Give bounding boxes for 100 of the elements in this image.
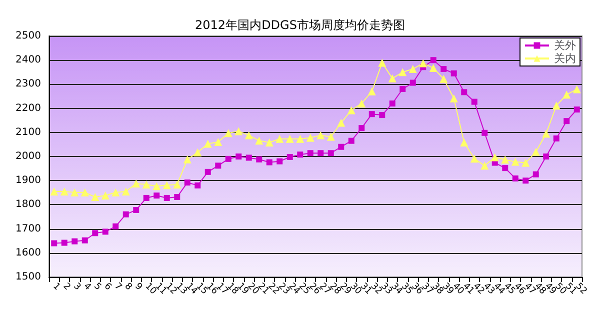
point — [440, 66, 447, 72]
point — [225, 156, 232, 162]
point — [460, 138, 468, 147]
point — [184, 180, 190, 186]
point — [358, 125, 365, 132]
point — [101, 192, 110, 200]
point — [51, 240, 58, 246]
point — [214, 138, 222, 146]
point — [572, 85, 581, 94]
legend-label: 关内 — [554, 52, 576, 65]
y-tick-label: 2400 — [16, 54, 41, 66]
point — [70, 188, 79, 196]
y-tick-label: 1900 — [16, 175, 41, 186]
point — [266, 159, 272, 166]
y-tick-label: 1600 — [16, 247, 41, 258]
point — [490, 153, 499, 162]
point — [162, 181, 171, 190]
x-tick-label: 3 — [71, 281, 82, 293]
point — [152, 182, 161, 190]
y-tick-label: 2500 — [16, 30, 41, 42]
point — [450, 70, 457, 76]
point — [224, 129, 232, 138]
y-tick-label: 1800 — [16, 199, 41, 210]
point — [328, 150, 334, 156]
point — [307, 150, 314, 156]
point — [164, 194, 170, 201]
x-tick-label: 6 — [102, 281, 114, 293]
point — [511, 158, 520, 166]
point — [410, 80, 416, 86]
point — [388, 74, 396, 82]
point — [379, 112, 386, 118]
point — [326, 132, 335, 141]
x-tick-label: 8 — [122, 281, 134, 293]
point — [501, 156, 510, 164]
point — [562, 90, 571, 99]
point — [82, 237, 88, 244]
point — [276, 158, 283, 164]
point — [112, 188, 120, 196]
point — [430, 57, 436, 64]
point — [244, 131, 253, 140]
legend-label: 关外 — [554, 39, 576, 52]
point — [542, 130, 550, 138]
point — [194, 182, 201, 188]
point — [470, 154, 478, 163]
point — [532, 171, 539, 178]
point — [297, 152, 304, 158]
point — [154, 192, 160, 199]
point — [368, 111, 375, 118]
point — [50, 187, 58, 196]
point — [532, 148, 540, 156]
point — [348, 138, 354, 144]
point — [574, 106, 580, 113]
point — [112, 223, 119, 230]
point — [286, 154, 293, 160]
point — [419, 59, 428, 68]
point — [142, 180, 150, 188]
point — [358, 99, 366, 108]
point — [450, 94, 458, 102]
y-tick-label: 1500 — [16, 272, 41, 282]
point — [552, 102, 560, 110]
point — [255, 136, 264, 145]
y-tick-label: 2100 — [16, 126, 41, 138]
point — [400, 86, 406, 92]
point — [102, 228, 108, 235]
point — [316, 131, 325, 140]
point — [306, 134, 314, 142]
point — [502, 165, 508, 172]
chart-title: 2012年国内DDGS市场周度均价走势图 — [195, 18, 405, 32]
point — [471, 98, 478, 105]
point — [482, 130, 488, 136]
point — [389, 100, 396, 106]
point — [174, 194, 180, 200]
point — [347, 106, 356, 114]
point — [543, 154, 550, 160]
point — [234, 127, 243, 136]
point — [72, 238, 78, 244]
point — [553, 135, 560, 142]
point — [296, 134, 304, 143]
point — [143, 194, 150, 201]
point — [429, 64, 438, 72]
point — [276, 134, 284, 143]
y-tick-label: 1700 — [16, 223, 41, 234]
point — [378, 58, 386, 67]
point — [512, 175, 518, 182]
point — [408, 65, 417, 74]
point — [265, 138, 274, 147]
x-tick-label: 2 — [60, 281, 72, 293]
y-tick-label: 2300 — [16, 78, 41, 90]
point — [246, 154, 252, 161]
point — [61, 240, 68, 246]
point — [132, 179, 140, 188]
x-tick-label: 4 — [81, 281, 93, 293]
point — [337, 118, 346, 127]
x-tick-label: 9 — [132, 281, 144, 293]
y-tick-label: 2000 — [16, 151, 41, 162]
y-tick-label: 2200 — [16, 102, 41, 114]
point — [194, 148, 202, 156]
point — [480, 162, 489, 170]
point — [318, 150, 324, 156]
point — [122, 187, 130, 196]
